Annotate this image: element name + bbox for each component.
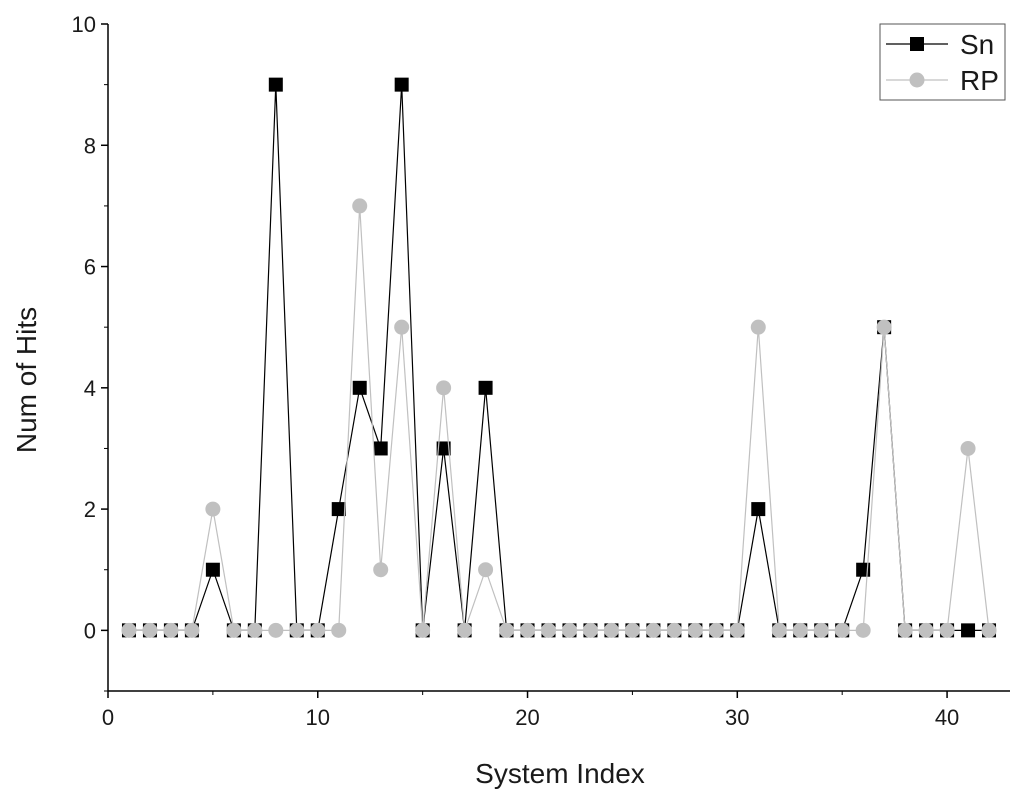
data-point	[960, 440, 976, 456]
data-point	[687, 622, 703, 638]
data-point	[961, 623, 976, 638]
data-point	[750, 319, 766, 335]
data-point	[918, 622, 934, 638]
data-point	[792, 622, 808, 638]
data-point	[666, 622, 682, 638]
legend: Sn RP	[879, 23, 1006, 101]
y-tick-label: 10	[72, 12, 96, 37]
data-point	[142, 622, 158, 638]
data-point	[939, 622, 955, 638]
data-point	[352, 198, 368, 214]
x-tick-label: 10	[306, 705, 330, 730]
legend-label-rp: RP	[960, 65, 999, 96]
data-point	[184, 622, 200, 638]
data-point	[310, 622, 326, 638]
data-point	[205, 501, 221, 517]
data-point	[708, 622, 724, 638]
data-point	[981, 622, 997, 638]
y-axis-title: Num of Hits	[11, 307, 42, 453]
data-point	[289, 622, 305, 638]
data-point	[520, 622, 536, 638]
legend-box	[879, 23, 1006, 101]
data-point	[268, 77, 283, 92]
data-point	[478, 380, 493, 395]
x-tick-label: 20	[515, 705, 539, 730]
y-tick-label: 0	[84, 618, 96, 643]
x-axis: 0 10 20 30 40	[102, 691, 959, 730]
data-point	[582, 622, 598, 638]
y-tick-label: 2	[84, 497, 96, 522]
y-tick-label: 4	[84, 376, 96, 401]
data-point	[373, 441, 388, 456]
x-tick-label: 40	[935, 705, 959, 730]
legend-marker-sn	[910, 37, 924, 51]
data-point	[205, 562, 220, 577]
data-point	[624, 622, 640, 638]
data-point	[373, 562, 389, 578]
data-point	[331, 622, 347, 638]
data-point	[645, 622, 661, 638]
legend-marker-rp	[909, 72, 925, 88]
data-point	[478, 562, 494, 578]
series-sn	[121, 77, 997, 638]
data-point	[436, 380, 452, 396]
data-point	[436, 441, 451, 456]
series-rp	[121, 198, 997, 638]
data-point	[121, 622, 137, 638]
data-point	[226, 622, 242, 638]
x-tick-label: 30	[725, 705, 749, 730]
series-layer	[121, 77, 997, 638]
legend-label-sn: Sn	[960, 29, 994, 60]
data-point	[457, 622, 473, 638]
data-point	[771, 622, 787, 638]
data-point	[394, 319, 410, 335]
data-point	[876, 319, 892, 335]
data-point	[813, 622, 829, 638]
x-axis-title: System Index	[475, 758, 645, 789]
data-point	[729, 622, 745, 638]
data-point	[834, 622, 850, 638]
data-point	[897, 622, 913, 638]
y-tick-label: 8	[84, 133, 96, 158]
series-line-sn	[129, 84, 989, 632]
data-point	[331, 502, 346, 517]
y-tick-label: 6	[84, 255, 96, 280]
data-point	[751, 502, 766, 517]
data-point	[352, 380, 367, 395]
data-point	[394, 77, 409, 92]
data-point	[541, 622, 557, 638]
y-axis: 0 2 4 6 8 10	[72, 12, 108, 692]
data-point	[855, 622, 871, 638]
data-point	[499, 622, 515, 638]
data-point	[163, 622, 179, 638]
data-point	[415, 622, 431, 638]
data-point	[268, 622, 284, 638]
plot-frame	[107, 24, 1010, 692]
data-point	[247, 622, 263, 638]
x-tick-label: 0	[102, 705, 114, 730]
data-point	[561, 622, 577, 638]
data-point	[603, 622, 619, 638]
